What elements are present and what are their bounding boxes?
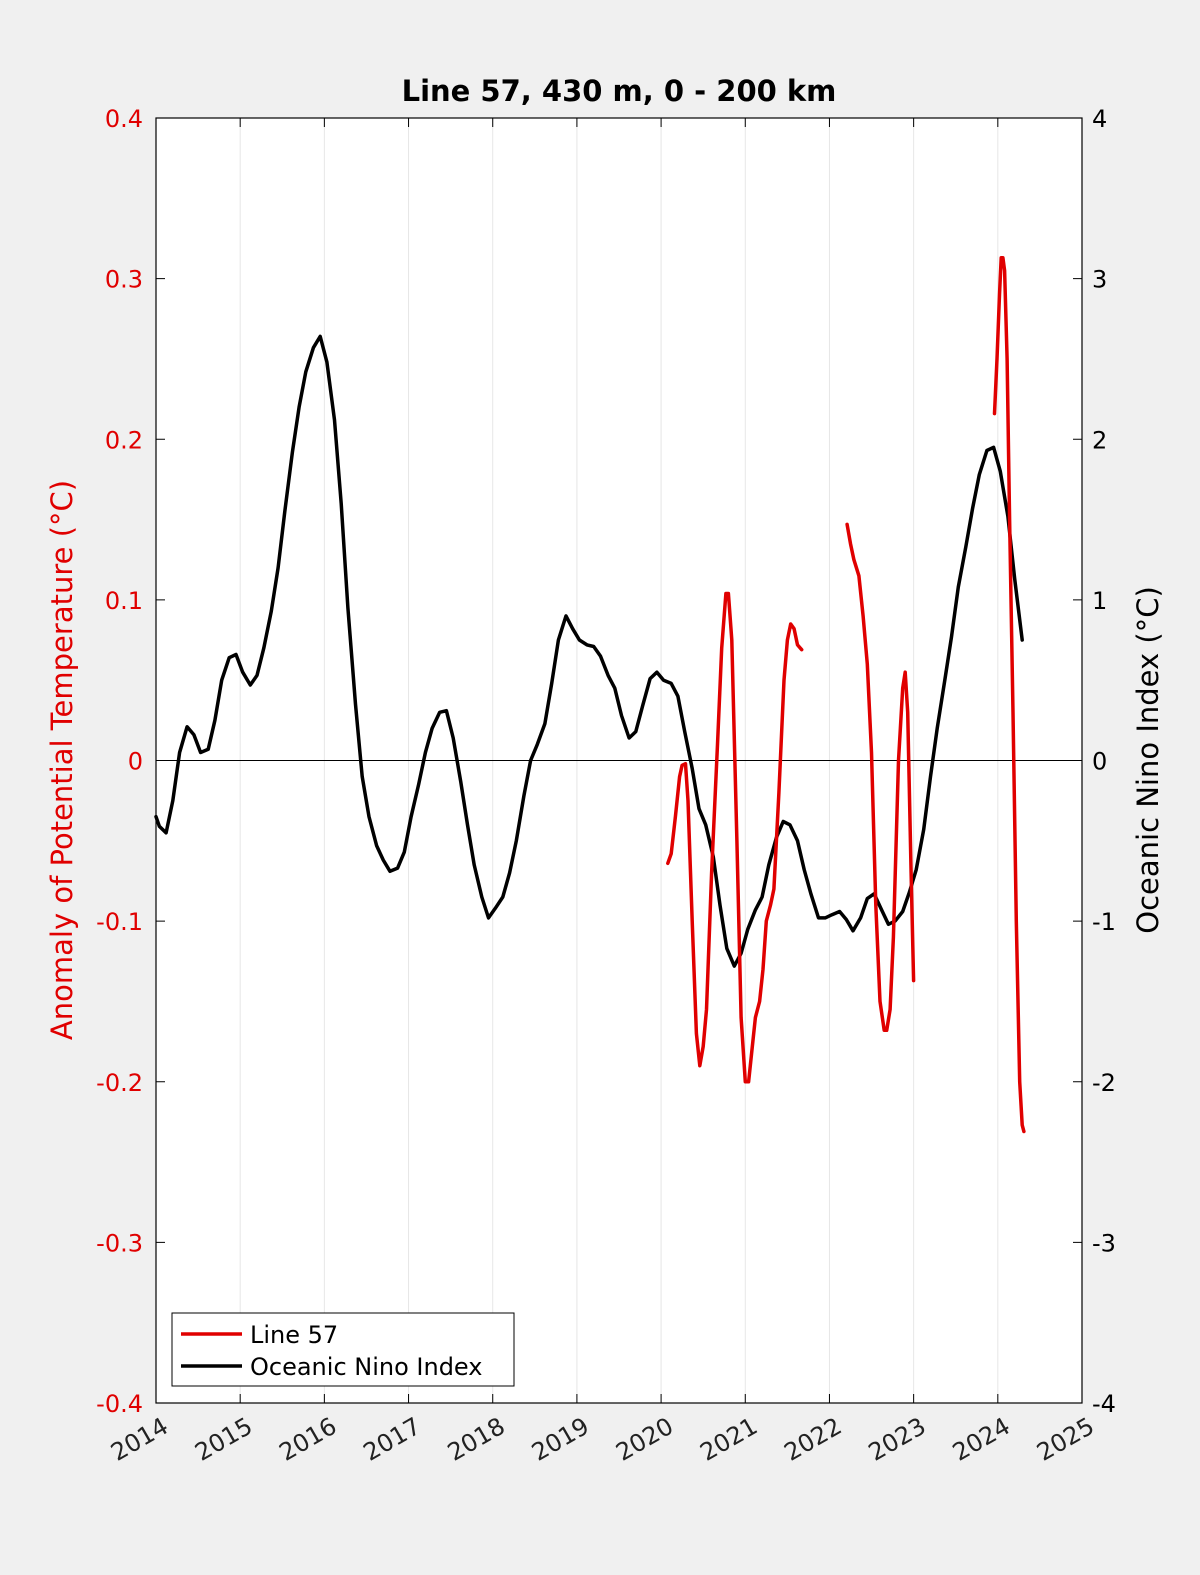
series-line-line-57-segment <box>845 522 916 1033</box>
y-left-tick-label: 0.2 <box>105 426 143 454</box>
series-layer <box>154 255 1026 1134</box>
legend-label-oni: Oceanic Nino Index <box>250 1353 482 1381</box>
y-right-tick-label: -2 <box>1092 1069 1116 1097</box>
y-left-tick-label: -0.3 <box>96 1229 143 1257</box>
y-left-tick-label: 0.3 <box>105 266 143 294</box>
x-tick-label: 2020 <box>611 1412 678 1467</box>
y-left-tick-label: -0.4 <box>96 1390 143 1418</box>
x-tick-label: 2021 <box>695 1412 762 1467</box>
x-tick-label: 2015 <box>190 1412 257 1467</box>
ticks: 2014 2015 2016 2017 2018 2019 2020 2021 2022 2023… <box>96 105 1116 1467</box>
y-right-tick-label: 4 <box>1092 105 1107 133</box>
x-tick-label: 2022 <box>780 1412 847 1467</box>
legend: Line 57 Oceanic Nino Index <box>171 1312 515 1387</box>
x-tick-label: 2016 <box>274 1412 341 1467</box>
series-line-line-57-segment <box>666 591 804 1084</box>
x-tick-label: 2023 <box>864 1412 931 1467</box>
y-right-tick-label: -1 <box>1092 908 1116 936</box>
y-left-tick-label: 0 <box>128 748 143 776</box>
x-tick-label: 2025 <box>1032 1412 1099 1467</box>
chart-title: Line 57, 430 m, 0 - 200 km <box>402 74 837 108</box>
y-left-tick-label: -0.2 <box>96 1069 143 1097</box>
legend-label-line-57: Line 57 <box>250 1321 338 1349</box>
x-tick-label: 2014 <box>106 1412 173 1467</box>
y-axis-label-right: Oceanic Nino Index (°C) <box>1131 586 1165 934</box>
x-tick-label: 2024 <box>948 1412 1015 1467</box>
y-right-tick-label: -4 <box>1092 1390 1116 1418</box>
x-tick-label: 2019 <box>527 1412 594 1467</box>
y-right-tick-label: 2 <box>1092 426 1107 454</box>
legend-box <box>171 1312 515 1387</box>
y-left-tick-label: -0.1 <box>96 908 143 936</box>
x-tick-label: 2018 <box>443 1412 510 1467</box>
y-left-tick-label: 0.4 <box>105 105 143 133</box>
series-line-line-57-segment <box>992 255 1026 1134</box>
y-axis-label-left: Anomaly of Potential Temperature (°C) <box>45 480 79 1040</box>
y-left-tick-label: 0.1 <box>105 587 143 615</box>
x-tick-label: 2017 <box>359 1412 426 1467</box>
y-right-tick-label: -3 <box>1092 1229 1116 1257</box>
y-right-tick-label: 1 <box>1092 587 1107 615</box>
y-right-tick-label: 3 <box>1092 266 1107 294</box>
y-right-tick-label: 0 <box>1092 748 1107 776</box>
